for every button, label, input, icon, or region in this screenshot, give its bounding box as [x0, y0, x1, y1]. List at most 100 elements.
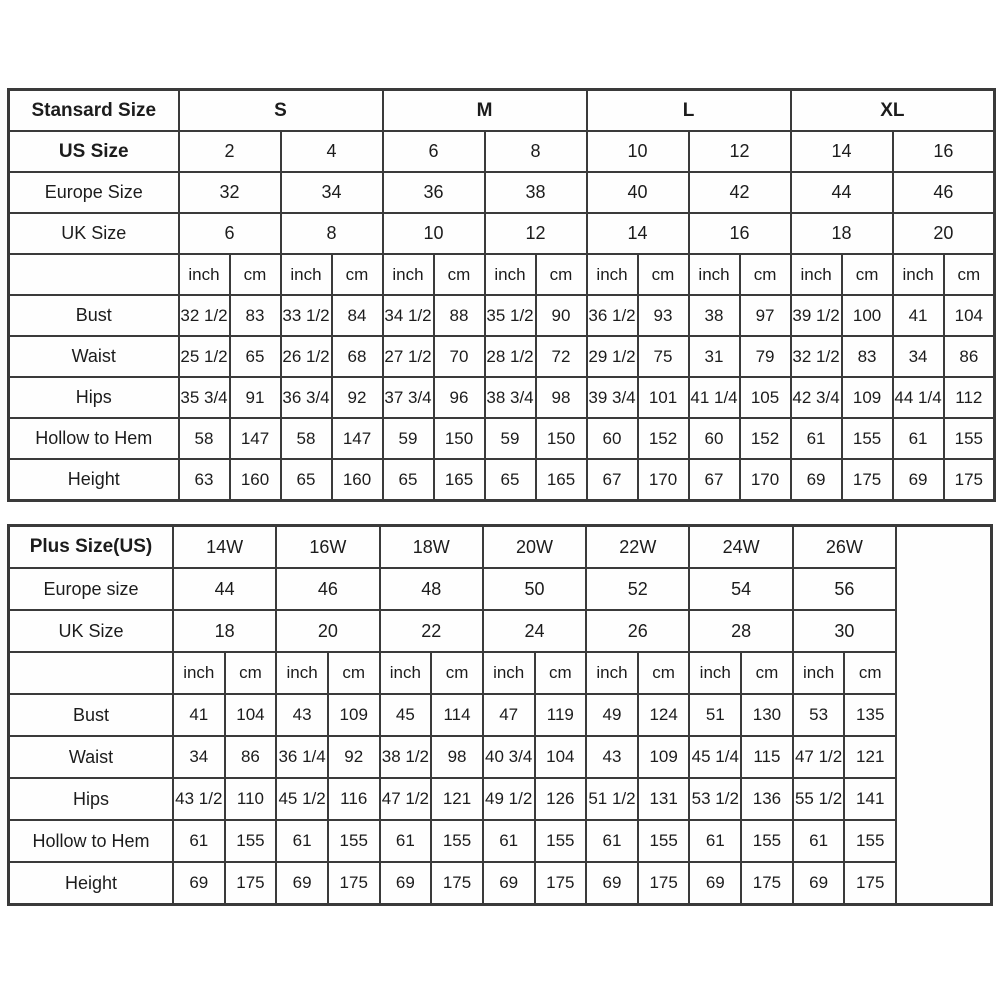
waist-value: 32 1/2: [789, 335, 843, 378]
height-value: 170: [738, 458, 792, 502]
plus-unit-header: cm: [636, 651, 691, 695]
hips-value: 96: [432, 376, 486, 419]
standard-size-title: Stansard Size: [7, 88, 180, 132]
hips-value: 35 3/4: [177, 376, 231, 419]
bust-label: Bust: [7, 294, 180, 337]
height-value: 69: [789, 458, 843, 502]
hips-value: 41 1/4: [687, 376, 741, 419]
plus-waist-value: 104: [533, 735, 588, 779]
uk-size-value: 6: [177, 212, 282, 255]
empty-column: [895, 524, 993, 906]
plus-bust-value: 124: [636, 693, 691, 737]
europe-size-value: 34: [279, 171, 384, 214]
plus-height-value: 175: [430, 861, 484, 906]
europe-size-value: 38: [483, 171, 588, 214]
bust-value: 33 1/2: [279, 294, 333, 337]
plus-hollow-to-hem-value: 61: [171, 819, 226, 863]
plus-uk-size-value: 20: [275, 609, 381, 653]
height-value: 160: [228, 458, 282, 502]
plus-uk-size-value: 18: [171, 609, 278, 653]
us-size-value: 10: [585, 130, 690, 173]
hips-value: 37 3/4: [381, 376, 435, 419]
plus-uk-size-value: 26: [585, 609, 691, 653]
bust-value: 97: [738, 294, 792, 337]
waist-value: 31: [687, 335, 741, 378]
plus-size-header: 20W: [481, 524, 588, 569]
plus-size-header: 26W: [791, 524, 898, 569]
plus-europe-size-value: 56: [791, 567, 898, 611]
unit-header: inch: [381, 253, 435, 296]
plus-waist-row: Waist 34 86 36 1/4 92 38 1/2 98 40 3/4 104 43 109…: [7, 735, 992, 779]
plus-hollow-to-hem-value: 155: [636, 819, 691, 863]
bust-value: 90: [534, 294, 588, 337]
waist-value: 79: [738, 335, 792, 378]
hips-value: 112: [942, 376, 996, 419]
europe-size-value: 46: [891, 171, 996, 214]
us-size-value: 4: [279, 130, 384, 173]
height-value: 67: [585, 458, 639, 502]
plus-europe-size-value: 54: [688, 567, 794, 611]
plus-bust-value: 45: [378, 693, 433, 737]
europe-size-row: Europe Size 32 34 36 38 40 42 44 46: [7, 171, 996, 214]
plus-hips-value: 53 1/2: [688, 777, 743, 821]
plus-size-table: Plus Size(US) 14W 16W 18W 20W 22W 24W 26W Euro…: [7, 524, 993, 906]
plus-hips-value: 43 1/2: [171, 777, 226, 821]
hollow-to-hem-value: 152: [738, 417, 792, 460]
bust-value: 88: [432, 294, 486, 337]
plus-europe-size-label: Europe size: [7, 567, 174, 611]
plus-bust-value: 114: [430, 693, 484, 737]
plus-unit-header: inch: [688, 651, 743, 695]
hollow-to-hem-value: 60: [687, 417, 741, 460]
hollow-to-hem-label: Hollow to Hem: [7, 417, 180, 460]
plus-europe-size-value: 48: [378, 567, 484, 611]
bust-value: 41: [891, 294, 945, 337]
plus-europe-size-value: 44: [171, 567, 278, 611]
plus-hollow-to-hem-value: 61: [688, 819, 743, 863]
plus-waist-value: 34: [171, 735, 226, 779]
plus-unit-header: inch: [171, 651, 226, 695]
plus-unit-header: cm: [223, 651, 278, 695]
plus-hips-value: 45 1/2: [275, 777, 329, 821]
unit-header: cm: [942, 253, 996, 296]
hips-value: 91: [228, 376, 282, 419]
height-row: Height 63 160 65 160 65 165 65 165 67 170 67 170 69 1…: [7, 458, 996, 502]
bust-value: 100: [840, 294, 894, 337]
plus-bust-value: 41: [171, 693, 226, 737]
hips-value: 92: [330, 376, 384, 419]
plus-hips-value: 47 1/2: [378, 777, 433, 821]
plus-unit-header: cm: [430, 651, 484, 695]
plus-uk-size-row: UK Size 18 20 22 24 26 28 30: [7, 609, 992, 653]
unit-header: cm: [228, 253, 282, 296]
size-group-header: XL: [789, 88, 996, 132]
plus-unit-header: inch: [791, 651, 846, 695]
uk-size-value: 16: [687, 212, 792, 255]
plus-hollow-to-hem-value: 155: [223, 819, 278, 863]
height-value: 69: [891, 458, 945, 502]
plus-uk-size-value: 22: [378, 609, 484, 653]
europe-size-value: 42: [687, 171, 792, 214]
hips-value: 36 3/4: [279, 376, 333, 419]
height-value: 67: [687, 458, 741, 502]
bust-value: 83: [228, 294, 282, 337]
plus-bust-value: 109: [326, 693, 381, 737]
plus-bust-value: 130: [740, 693, 794, 737]
plus-hips-label: Hips: [7, 777, 174, 821]
plus-bust-row: Bust 41 104 43 109 45 114 47 119 49 124 51 130 53 135: [7, 693, 992, 737]
plus-size-header: 18W: [378, 524, 484, 569]
uk-size-value: 12: [483, 212, 588, 255]
plus-hollow-to-hem-value: 155: [533, 819, 588, 863]
waist-value: 83: [840, 335, 894, 378]
size-group-header: S: [177, 88, 384, 132]
unit-header: inch: [891, 253, 945, 296]
plus-uk-size-value: 30: [791, 609, 898, 653]
plus-size-header: 24W: [688, 524, 794, 569]
waist-value: 27 1/2: [381, 335, 435, 378]
uk-size-value: 8: [279, 212, 384, 255]
plus-unit-header: cm: [740, 651, 794, 695]
plus-unit-header: cm: [326, 651, 381, 695]
plus-hips-row: Hips 43 1/2 110 45 1/2 116 47 1/2 121 49 1/2 12…: [7, 777, 992, 821]
plus-bust-value: 51: [688, 693, 743, 737]
hollow-to-hem-value: 147: [228, 417, 282, 460]
plus-waist-value: 109: [636, 735, 691, 779]
plus-hollow-to-hem-row: Hollow to Hem 61 155 61 155 61 155 61 155 61 155 6…: [7, 819, 992, 863]
